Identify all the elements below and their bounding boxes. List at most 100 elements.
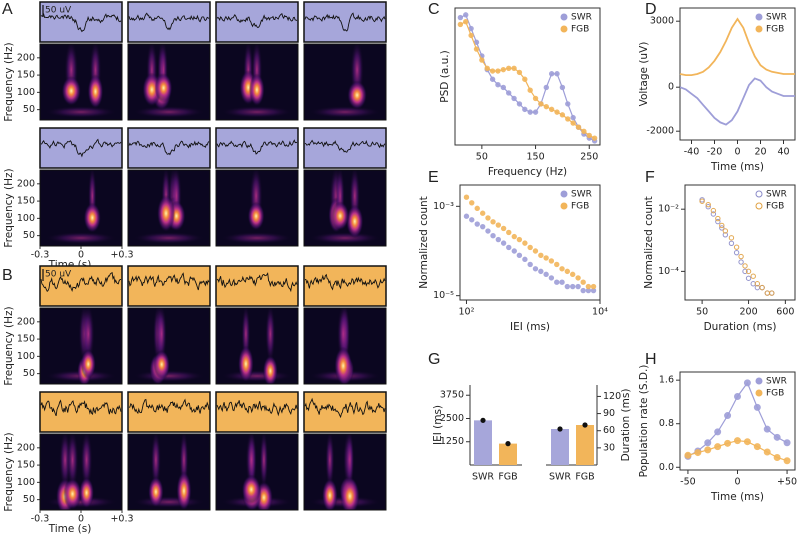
- y-tick-label: 100: [17, 87, 35, 98]
- data-point: [511, 95, 517, 102]
- panel-letter: D: [645, 1, 657, 18]
- x-axis-label: Time (ms): [710, 491, 764, 503]
- data-point: [532, 109, 539, 115]
- data-point: [565, 101, 571, 107]
- data-point: [495, 68, 501, 74]
- trace: [40, 13, 122, 33]
- y-axis-label: PSD (a.u.): [439, 50, 451, 102]
- x-tick-label: 0: [734, 147, 740, 158]
- spectrogram-peak: [83, 202, 102, 233]
- trace-box: [215, 1, 299, 43]
- legend-label: SWR: [571, 190, 592, 200]
- data-point: [538, 268, 544, 275]
- x-axis-label: Duration (ms): [704, 321, 777, 333]
- data-point: [570, 114, 576, 121]
- x-tick-label: -50: [680, 477, 696, 488]
- trace: [128, 398, 210, 415]
- spectrogram-streak: [345, 434, 355, 490]
- data-point: [485, 228, 491, 234]
- data-point: [527, 109, 533, 115]
- data-line: [679, 77, 795, 126]
- spectrogram-streak: [259, 434, 269, 490]
- legend-label: FGB: [766, 202, 784, 212]
- data-point: [511, 248, 517, 254]
- data-point: [580, 287, 586, 294]
- data-point: [516, 236, 523, 243]
- data-point: [489, 68, 496, 74]
- data-point: [495, 82, 501, 88]
- data-point: [522, 106, 528, 113]
- data-point: [554, 71, 560, 77]
- spectrogram-peak: [154, 73, 173, 103]
- panel-letter: F: [645, 169, 655, 186]
- data-point: [722, 232, 729, 238]
- data-point: [575, 124, 582, 130]
- data-point: [516, 101, 523, 107]
- x-axis-label: Time (ms): [710, 161, 764, 173]
- data-point: [590, 283, 597, 290]
- scale-bar-label: 50 uV: [45, 6, 72, 16]
- y-axis-label: Population rate (S.D.): [638, 365, 650, 478]
- data-point: [484, 65, 490, 71]
- x-tick-label: 600: [776, 307, 794, 318]
- data-point: [705, 201, 711, 208]
- bar: [576, 425, 594, 465]
- y-tick-label: 100: [17, 213, 35, 224]
- spectrogram-frame: [39, 307, 123, 385]
- y-tick-label: 2500: [440, 413, 464, 424]
- plot-frame: [454, 7, 601, 146]
- data-point: [719, 225, 725, 231]
- data-point: [469, 217, 475, 223]
- legend-marker: [755, 13, 763, 21]
- data-point: [719, 222, 725, 229]
- y-axis-label: Frequency (Hz): [3, 306, 15, 385]
- spectrogram-band: [221, 106, 293, 118]
- data-point: [569, 283, 576, 290]
- spectrogram: [128, 434, 210, 510]
- spectrogram-frame: [39, 43, 123, 121]
- legend-marker: [755, 190, 763, 198]
- trace: [216, 400, 298, 417]
- data-point: [585, 283, 592, 290]
- data-point: [548, 275, 555, 281]
- spectrogram: [40, 44, 122, 120]
- x-axis-label: Time (s): [48, 523, 92, 535]
- data-point: [511, 233, 517, 240]
- data-point: [485, 215, 491, 221]
- y-tick-label: 1.6: [659, 375, 674, 386]
- spectrogram-peak: [334, 346, 353, 384]
- y-tick-label: 10⁻⁵: [433, 290, 454, 301]
- data-line: [679, 17, 795, 76]
- trace: [40, 399, 122, 417]
- data-point: [554, 261, 560, 268]
- data-point: [715, 218, 721, 225]
- spectrogram-peak: [330, 201, 350, 231]
- spectrogram-frame: [127, 43, 211, 121]
- data-point: [684, 451, 692, 459]
- data-point: [769, 290, 775, 296]
- y2-tick-label: 60: [603, 425, 615, 436]
- spectrogram-peak: [241, 474, 261, 505]
- spectrogram: [40, 308, 122, 384]
- data-point: [479, 223, 486, 230]
- panel-letter: C: [428, 1, 440, 18]
- data-point: [783, 439, 791, 447]
- mean-dot: [557, 426, 563, 432]
- trace: [128, 12, 210, 31]
- data-point: [754, 281, 761, 287]
- spectrogram-frame: [215, 433, 299, 511]
- data-point: [463, 19, 469, 25]
- data-point: [570, 120, 576, 126]
- data-point: [743, 438, 751, 446]
- trace-box: [215, 265, 299, 307]
- spectrogram-peak: [63, 478, 82, 510]
- data-point: [694, 449, 702, 457]
- spectrogram-band: [45, 232, 117, 244]
- spectrogram-streak: [66, 434, 79, 490]
- spectrogram-peak: [321, 478, 338, 510]
- y-tick-label: 200: [17, 442, 35, 453]
- x-tick-label: 150: [526, 152, 544, 163]
- y-tick-label: 100: [17, 351, 35, 362]
- spectrogram-peak: [237, 345, 254, 383]
